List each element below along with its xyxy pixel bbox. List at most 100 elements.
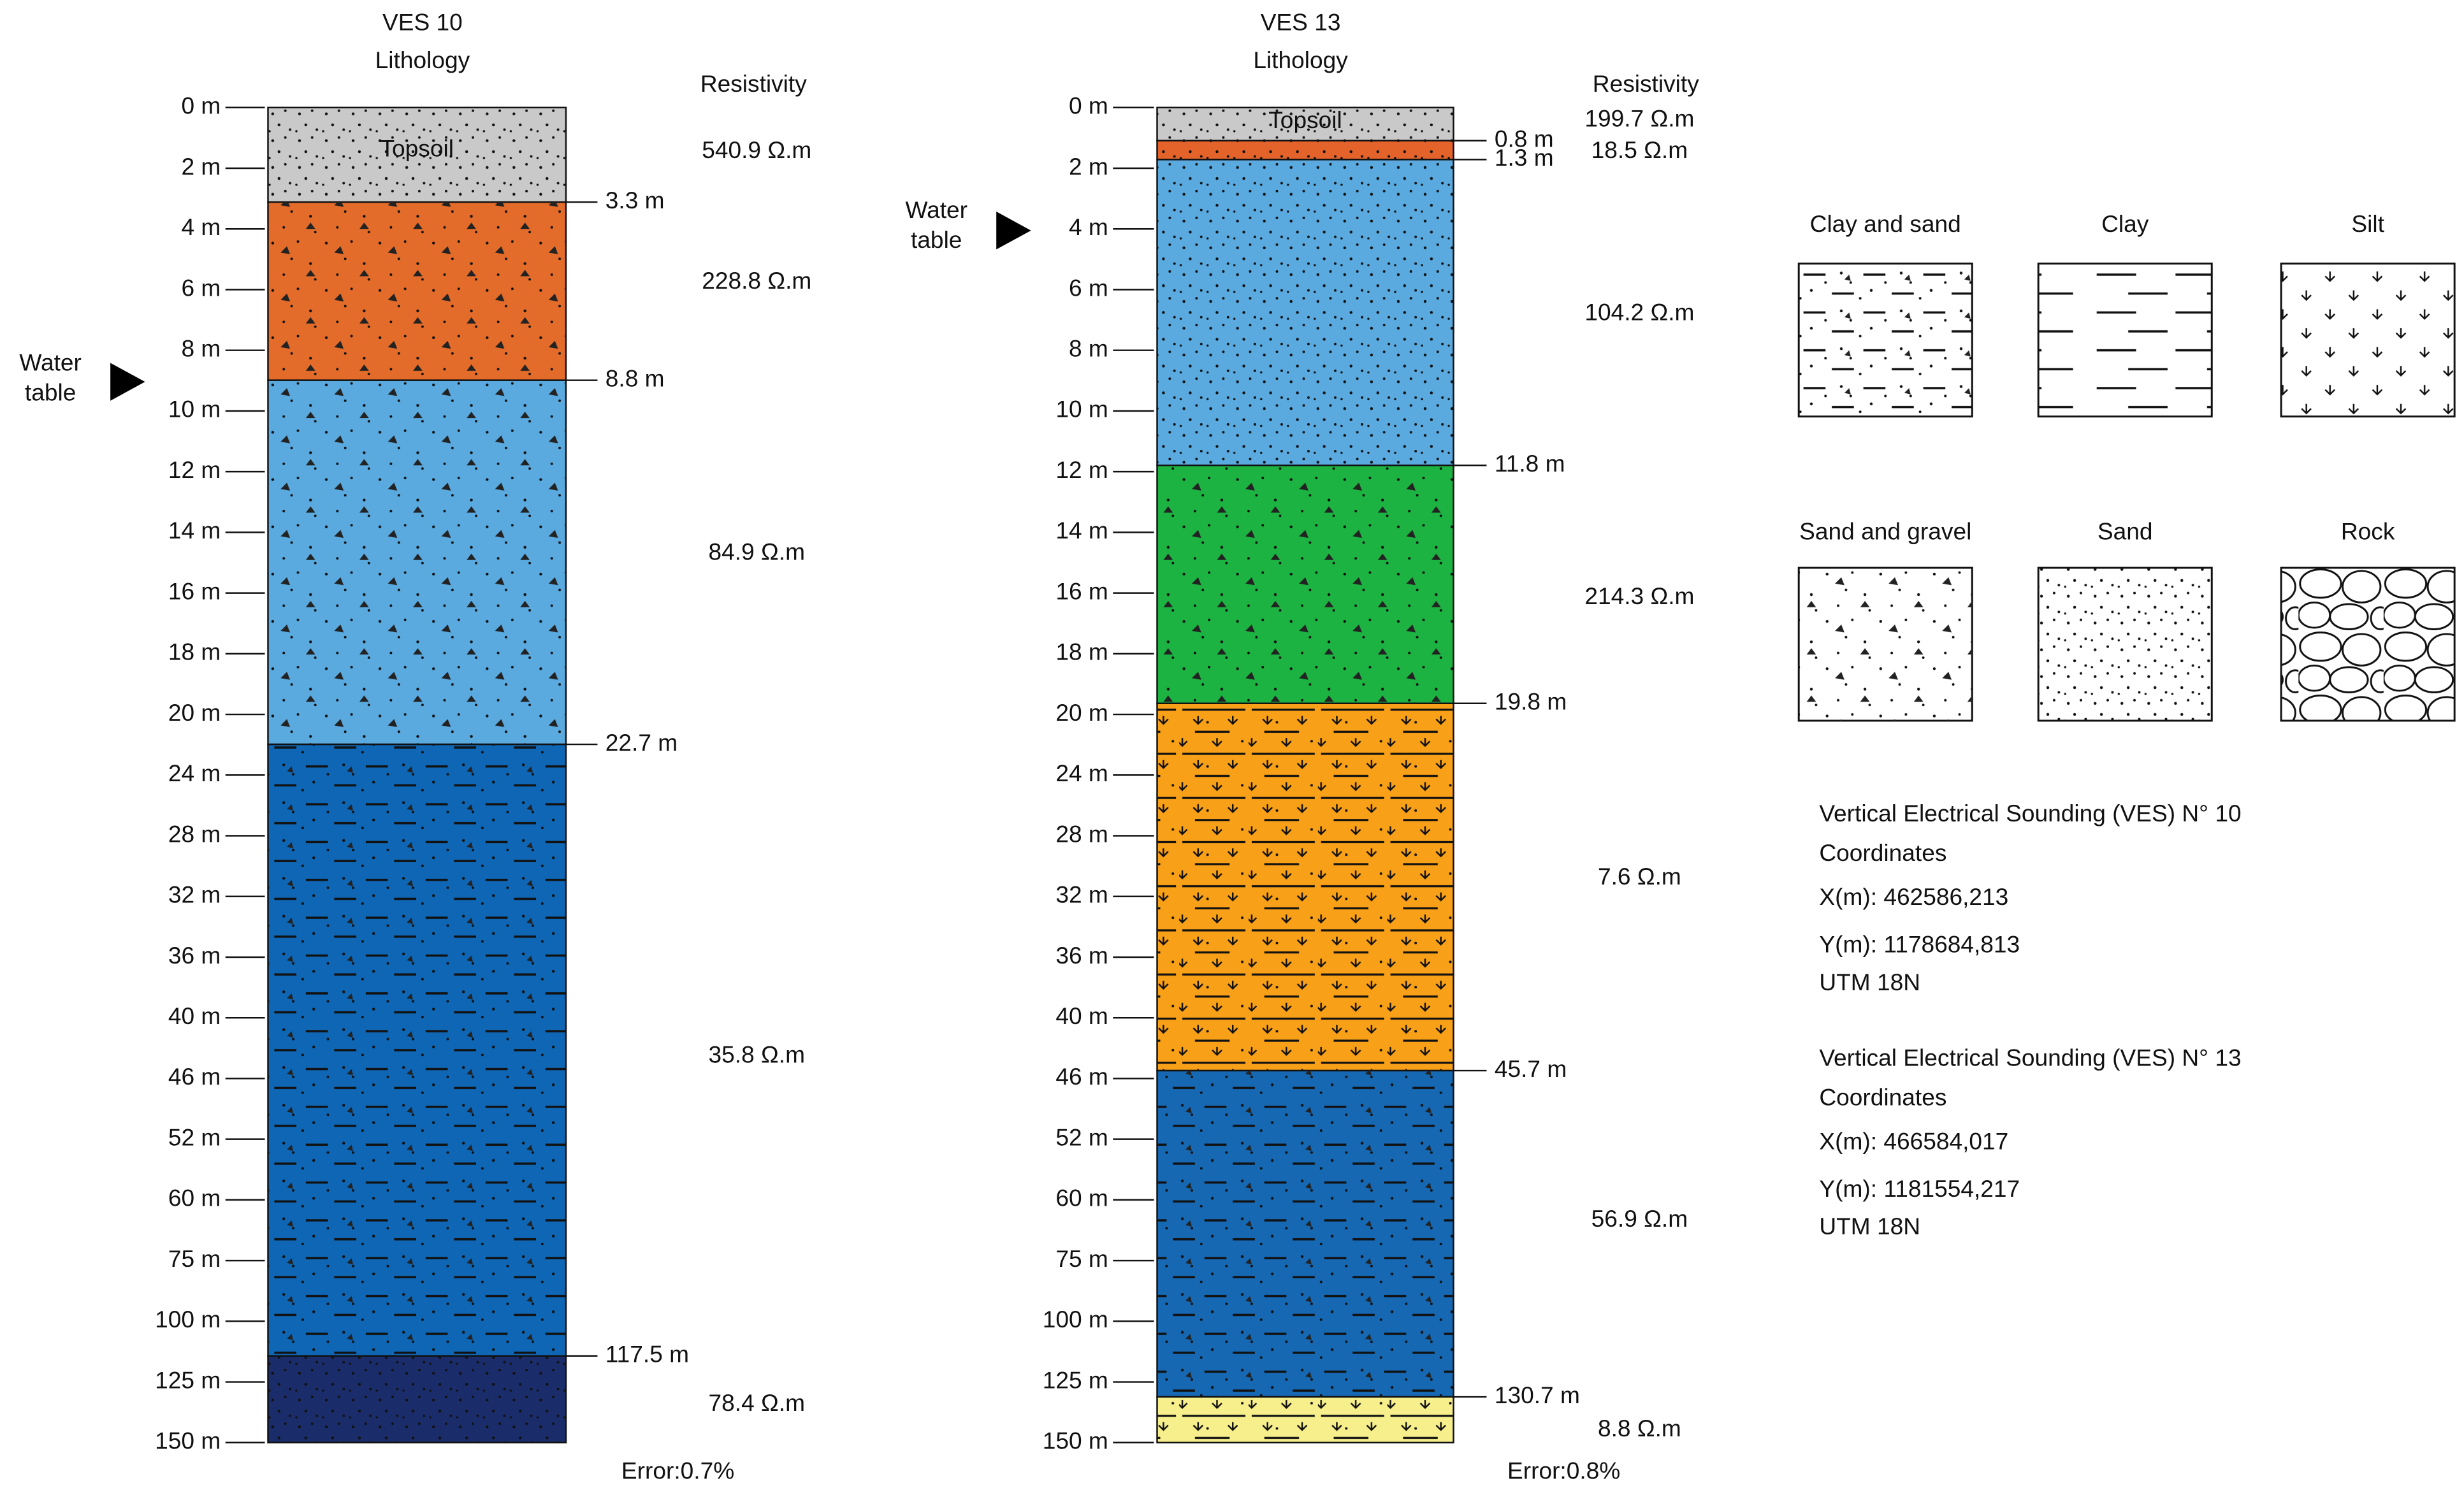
layer-pattern [268,744,566,1356]
depth-label: 40 m [168,1002,221,1029]
boundary-label: 130.7 m [1495,1382,1580,1408]
water-table-label: Water [19,349,82,376]
boundary-label: 3.3 m [605,187,665,213]
resistivity-value: 78.4 Ω.m [709,1389,805,1416]
layer-pattern [1157,107,1454,141]
water-table-marker [996,212,1031,250]
layer-pattern [268,1355,566,1443]
depth-label: 14 m [168,517,221,544]
resistivity-value: 540.9 Ω.m [702,136,811,163]
depth-label: 8 m [1069,335,1108,361]
depth-label: 2 m [181,153,221,180]
boundary-label: 0.8 m [1495,126,1554,152]
resistivity-value: 214.3 Ω.m [1584,582,1694,609]
depth-label: 2 m [1069,153,1108,180]
layer-pattern [1157,465,1454,704]
legend-pattern [2038,263,2212,417]
layer-pattern [268,107,566,203]
depth-label: 0 m [181,92,221,119]
depth-label: 100 m [155,1306,221,1332]
info-line: Coordinates [1819,1083,1946,1110]
depth-label: 150 m [1043,1427,1108,1454]
layer-pattern [268,202,566,380]
resistivity-value: 18.5 Ω.m [1591,136,1688,163]
depth-label: 6 m [181,274,221,301]
resistivity-header: Resistivity [1593,70,1699,97]
depth-label: 60 m [168,1185,221,1211]
layer-label: Topsoil [380,134,453,161]
info-title: Vertical Electrical Sounding (VES) N° 10 [1819,800,2241,827]
depth-label: 75 m [1055,1245,1108,1272]
water-table-label: Water [905,196,967,223]
info-line: Y(m): 1181554,217 [1819,1175,2020,1202]
legend-label: Sand [2098,517,2153,544]
depth-label: 20 m [168,699,221,726]
legend-label: Rock [2341,517,2395,544]
boundary-label: 45.7 m [1495,1055,1567,1082]
depth-label: 100 m [1043,1306,1108,1332]
depth-label: 36 m [1055,942,1108,969]
boundary-label: 19.8 m [1495,688,1567,715]
depth-label: 12 m [168,456,221,483]
resistivity-value: 7.6 Ω.m [1598,863,1681,890]
legend-label: Sand and gravel [1799,517,1971,544]
resistivity-value: 199.7 Ω.m [1584,105,1694,131]
depth-label: 46 m [168,1063,221,1090]
legend-pattern [2281,263,2455,417]
resistivity-value: 104.2 Ω.m [1584,299,1694,326]
depth-label: 10 m [168,396,221,422]
depth-label: 4 m [1069,213,1108,240]
depth-label: 24 m [1055,760,1108,786]
water-table-label: table [911,226,962,253]
info-line: X(m): 466584,017 [1819,1128,2008,1155]
boundary-label: 8.8 m [605,365,665,391]
legend-label: Clay [2101,210,2149,237]
info-line: Coordinates [1819,839,1946,866]
info-line: Y(m): 1178684,813 [1819,930,2020,957]
depth-label: 12 m [1055,456,1108,483]
depth-label: 20 m [1055,699,1108,726]
layer-pattern [1157,703,1454,1071]
depth-label: 8 m [181,335,221,361]
depth-label: 32 m [168,881,221,908]
depth-label: 52 m [1055,1123,1108,1150]
depth-label: 75 m [168,1245,221,1272]
depth-label: 52 m [168,1123,221,1150]
depth-label: 125 m [155,1366,221,1393]
boundary-label: 11.8 m [1495,450,1565,477]
water-table-label: table [25,379,76,406]
legend-label: Clay and sand [1810,210,1961,237]
depth-label: 24 m [168,760,221,786]
depth-label: 0 m [1069,92,1108,119]
layer-pattern [1157,140,1454,160]
log-title: VES 10 [382,8,463,35]
layer-pattern [1157,159,1454,466]
depth-label: 16 m [1055,577,1108,604]
depth-label: 28 m [168,820,221,847]
depth-label: 10 m [1055,396,1108,422]
depth-label: 36 m [168,942,221,969]
error-label: Error:0.7% [621,1457,734,1484]
depth-label: 14 m [1055,517,1108,544]
boundary-label: 117.5 m [605,1341,689,1368]
resistivity-value: 56.9 Ω.m [1591,1205,1688,1232]
layer-pattern [1157,1071,1454,1398]
boundary-label: 1.3 m [1495,144,1554,171]
depth-label: 150 m [155,1427,221,1454]
depth-label: 60 m [1055,1185,1108,1211]
resistivity-header: Resistivity [700,70,807,97]
resistivity-value: 84.9 Ω.m [709,538,805,565]
layer-pattern [1157,1397,1454,1443]
boundary-label: 22.7 m [605,729,678,756]
depth-label: 32 m [1055,881,1108,908]
error-label: Error:0.8% [1507,1457,1620,1484]
depth-label: 4 m [181,213,221,240]
layer-pattern [268,380,566,745]
layer-label: Topsoil [1268,106,1342,133]
info-line: X(m): 462586,213 [1819,883,2008,910]
info-line: UTM 18N [1819,969,1920,995]
log-subtitle: Lithology [375,47,470,73]
info-title: Vertical Electrical Sounding (VES) N° 13 [1819,1044,2241,1071]
depth-label: 125 m [1043,1366,1108,1393]
